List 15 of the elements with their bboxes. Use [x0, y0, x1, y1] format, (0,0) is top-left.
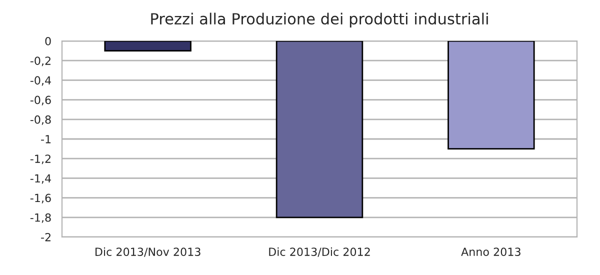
y-tick-label: -1,2	[30, 154, 50, 164]
y-tick-label: 0	[45, 36, 51, 46]
x-tick-label: Anno 2013	[461, 248, 520, 256]
x-tick-label: Dic 2013/Nov 2013	[96, 247, 200, 257]
y-tick-label: -0,8	[30, 115, 51, 125]
y-tick-label: -1,6	[30, 194, 51, 204]
y-tick-label: -1,4	[30, 174, 51, 184]
y-tick-label: -0,6	[30, 96, 51, 106]
x-tick-label: Dic 2013/Dic 2012	[269, 247, 370, 257]
y-tick-label: -0,2	[30, 56, 50, 66]
chart-title: Prezzi alla Produzione dei prodotti industriali	[151, 12, 488, 28]
y-tick-label: -0,4	[30, 76, 51, 86]
y-tick-label: -2	[41, 232, 50, 242]
y-tick-label: -1	[41, 135, 51, 144]
y-tick-label: -1,8	[30, 213, 51, 223]
